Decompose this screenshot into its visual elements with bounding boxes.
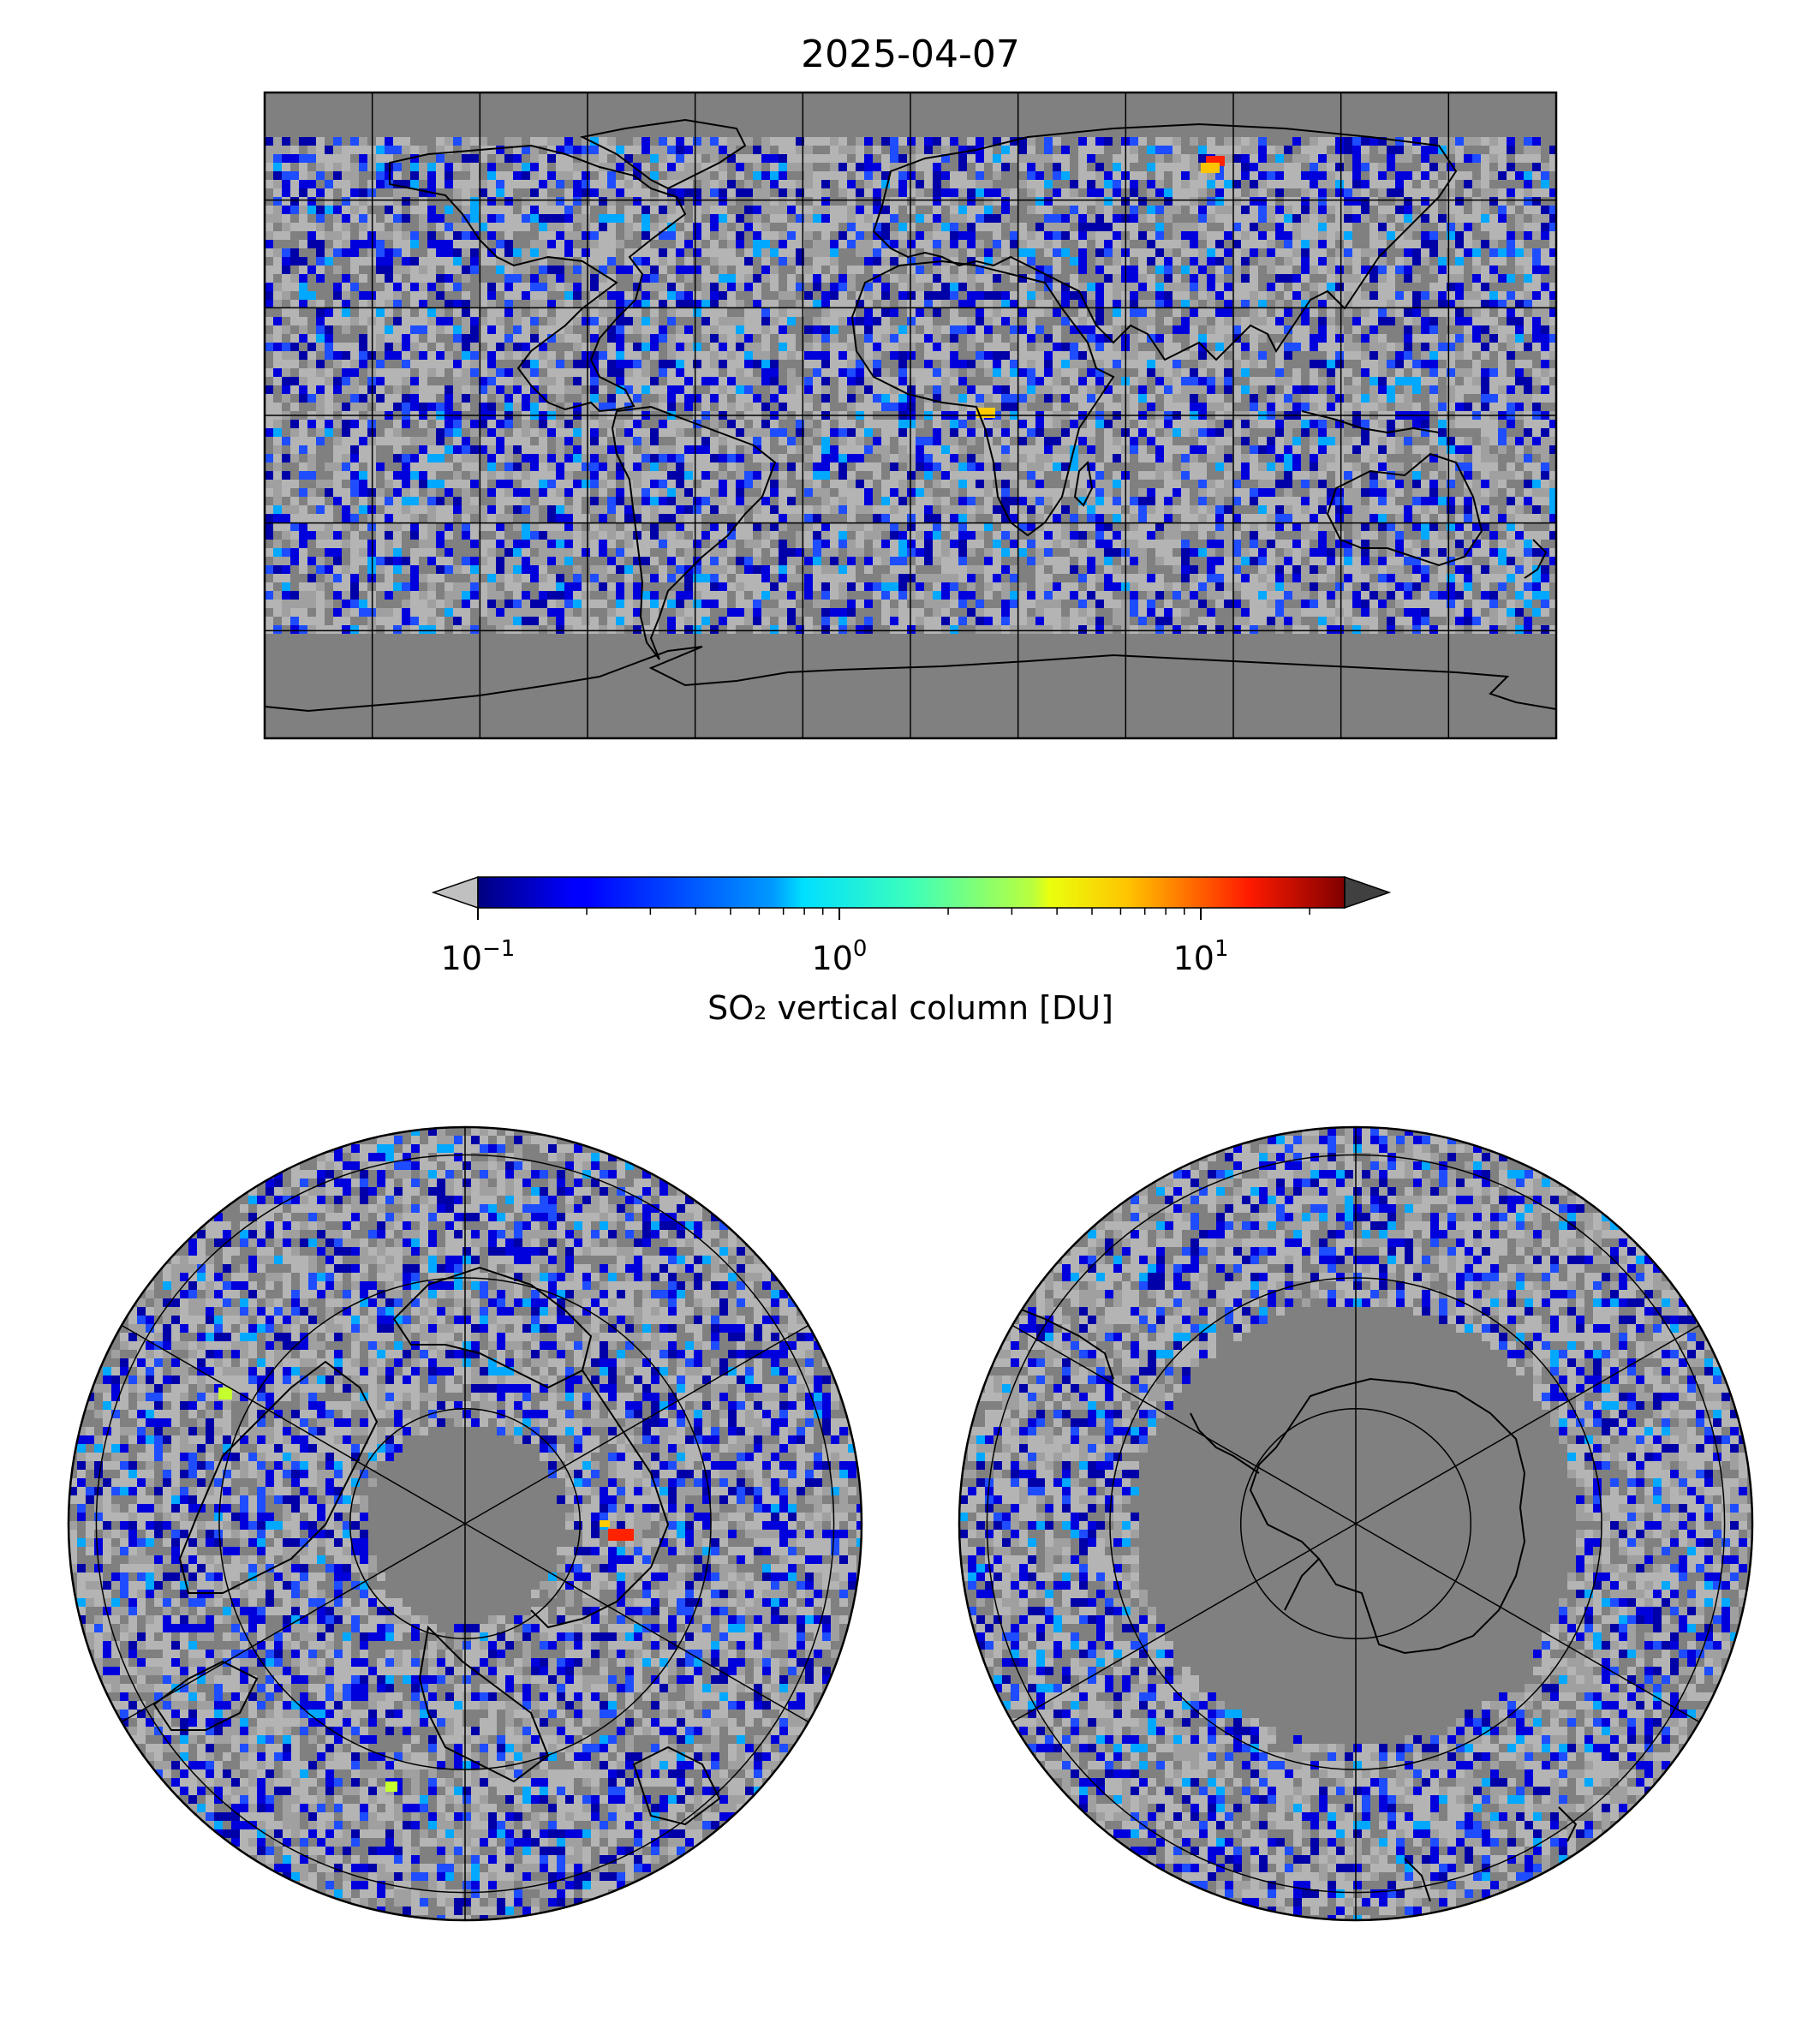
colorbar-ticks: 10−1 100 101 — [441, 908, 1310, 977]
global-gridlines — [265, 92, 1556, 738]
global-map — [263, 91, 1558, 740]
colorbar-tick-label: 10−1 — [441, 936, 516, 977]
north-data-layer — [69, 1127, 862, 1920]
south-coastlines — [1001, 1301, 1578, 1902]
global-coastlines — [265, 118, 1556, 713]
colorbar-tick-label: 101 — [1173, 936, 1229, 977]
north-map-frame — [67, 1125, 863, 1922]
figure-title: 2025-04-07 — [801, 33, 1020, 76]
colorbar-frame — [477, 876, 1346, 909]
colorbar-gradient — [478, 877, 1345, 908]
north-coastlines — [152, 1266, 721, 1826]
colorbar-tick-label: 100 — [812, 936, 868, 977]
colorbar: 10−1 100 101 SO₂ vertical column [DU] — [431, 875, 1392, 1027]
north-polar-map — [67, 1125, 863, 1922]
south-gridlines — [986, 1127, 1726, 1920]
global-map-frame — [263, 91, 1558, 740]
south-data-layer — [959, 1127, 1752, 1920]
south-map-frame — [958, 1125, 1754, 1922]
south-polar-map — [958, 1125, 1754, 1922]
colorbar-label: SO₂ vertical column [DU] — [707, 989, 1113, 1027]
north-gridlines — [95, 1127, 835, 1920]
colorbar-extend-under — [431, 875, 479, 910]
colorbar-extend-over — [1344, 875, 1392, 910]
